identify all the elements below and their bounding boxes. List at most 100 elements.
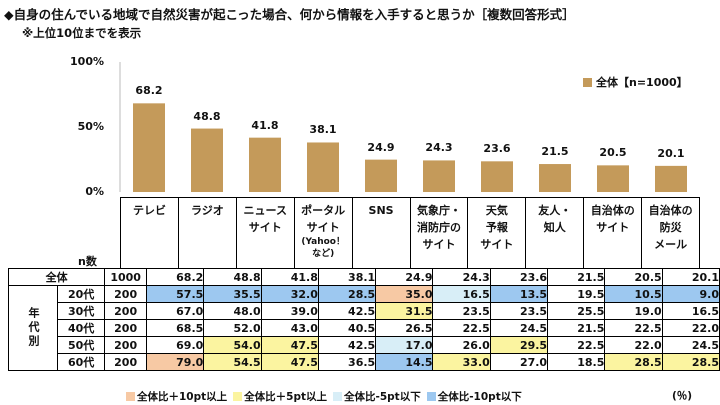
highlight-key: 全体比＋10pt以上 全体比＋5pt以上 全体比-5pt以下 全体比-10pt以下 [126,389,528,404]
bar [191,128,223,192]
value-cell: 24.9 [375,268,434,286]
value-cell: 24.5 [661,336,720,354]
value-cell: 14.5 [375,353,434,371]
data-label: 41.8 [251,118,279,132]
table-row: 50代 200 69.0 54.0 47.5 42.5 17.0 26.0 29.5 22.5 22… [9,336,720,354]
value-cell: 68.2 [145,268,205,286]
table-row: 40代 200 68.5 52.0 43.0 40.5 26.5 22.5 24.5 21.5 22… [9,319,720,337]
bar [655,165,687,192]
bar [423,160,455,192]
value-cell: 57.5 [145,285,205,303]
bar-chart [119,62,687,192]
data-label: 20.5 [599,146,627,160]
value-cell: 22.0 [604,336,663,354]
value-cell: 27.0 [489,353,549,371]
value-cell: 19.0 [604,302,663,320]
category-label-line: サイト [248,221,282,234]
value-cell: 35.0 [375,285,434,303]
legend: 全体【n=1000】 [583,74,688,90]
table-row: 30代 200 67.0 48.0 39.0 42.5 31.5 23.5 23.5 25.5 19… [9,302,720,320]
value-cell: 9.0 [661,285,720,303]
bar [307,142,339,192]
category-label-line: 自治体の [590,204,635,217]
category-label-line: ポータル [301,204,346,217]
n-cell: 200 [104,285,147,303]
table-row: 60代 200 79.0 54.5 47.5 36.5 14.5 33.0 27.0 18.5 28… [9,353,720,371]
bar [365,159,397,192]
value-cell: 26.0 [432,336,491,354]
value-cell: 24.3 [432,268,491,286]
n-cell: 200 [104,336,147,354]
chart-title: ◆自身の住んでいる地域で自然災害が起こった場合、何から情報を入手すると思うか［複… [4,7,575,22]
value-cell: 22.5 [432,319,491,337]
value-cell: 22.0 [661,319,720,337]
category-label-line: 予報 [485,221,508,234]
value-cell: 21.5 [547,319,606,337]
value-cell: 17.0 [375,336,434,354]
category-label-line: サイト [596,221,630,234]
value-cell: 28.5 [661,353,720,371]
y-tick-label: 50% [77,120,104,133]
bar [249,137,281,192]
value-cell: 26.5 [375,319,434,337]
row-label: 60代 [56,353,106,371]
n-cell: 200 [104,353,147,371]
row-label: 50代 [56,336,106,354]
key-swatch [333,392,342,401]
n-cell: 1000 [104,268,147,286]
value-cell: 22.5 [547,336,606,354]
category-label-row: テレビ ラジオ ニュース サイト ポータル サイト (Yahoo！ など) SNS 気象庁・ 消防庁… [120,197,700,269]
key-label: 全体比＋5pt以上 [244,391,327,403]
value-cell: 42.5 [317,336,377,354]
category-label: 天気 予報 サイト [467,198,525,268]
value-cell: 23.5 [432,302,491,320]
category-label: ニュース サイト [235,198,294,268]
value-cell: 22.5 [604,319,663,337]
category-label-line: 知人 [543,221,566,234]
value-cell: 38.1 [317,268,377,286]
group-label: 年代別 [8,285,58,371]
data-label: 68.2 [135,84,163,98]
value-cell: 32.0 [260,285,319,303]
category-label: ラジオ [177,198,236,268]
value-cell: 40.5 [317,319,377,337]
category-label: SNS [351,198,410,268]
value-cell: 21.5 [547,268,606,286]
value-cell: 54.5 [203,353,262,371]
value-cell: 42.5 [317,302,377,320]
category-label-line: サイト [306,221,340,234]
n-cell: 200 [104,319,147,337]
key-swatch [426,392,436,401]
row-label: 40代 [56,319,106,337]
key-item: 全体比-10pt以下 [426,389,522,404]
bar [481,161,513,192]
value-cell: 47.5 [260,353,319,371]
bar [539,164,571,192]
key-swatch [126,392,135,401]
value-cell: 48.0 [203,302,262,320]
category-label-line: 気象庁・ [416,204,461,217]
value-cell: 47.5 [260,336,319,354]
table-row-total: 全体 1000 68.2 48.8 41.8 38.1 24.9 24.3 23.6 21.5 20… [7,268,720,286]
key-label: 全体比＋10pt以上 [137,391,228,403]
y-tick-label: 100% [70,55,104,68]
data-label: 20.1 [657,146,685,160]
value-cell: 43.0 [260,319,319,337]
row-label: 全体 [7,268,106,286]
key-item: 全体比＋5pt以上 [233,389,327,404]
value-cell: 31.5 [375,302,434,320]
value-cell: 29.5 [489,336,549,354]
value-cell: 33.0 [432,353,491,371]
unit-label: (％) [672,390,693,402]
value-cell: 20.5 [604,268,663,286]
value-cell: 16.5 [661,302,720,320]
data-label: 24.9 [367,140,395,154]
value-cell: 20.1 [661,268,720,286]
value-cell: 16.5 [432,285,491,303]
category-label: 友人・ 知人 [525,198,583,268]
category-label-line: ニュース [243,204,287,217]
category-label-line: テレビ [132,204,166,217]
chart-subtitle: ※上位10位までを表示 [22,26,142,40]
value-cell: 24.5 [489,319,549,337]
category-label: ポータル サイト (Yahoo！ など) [293,198,352,268]
